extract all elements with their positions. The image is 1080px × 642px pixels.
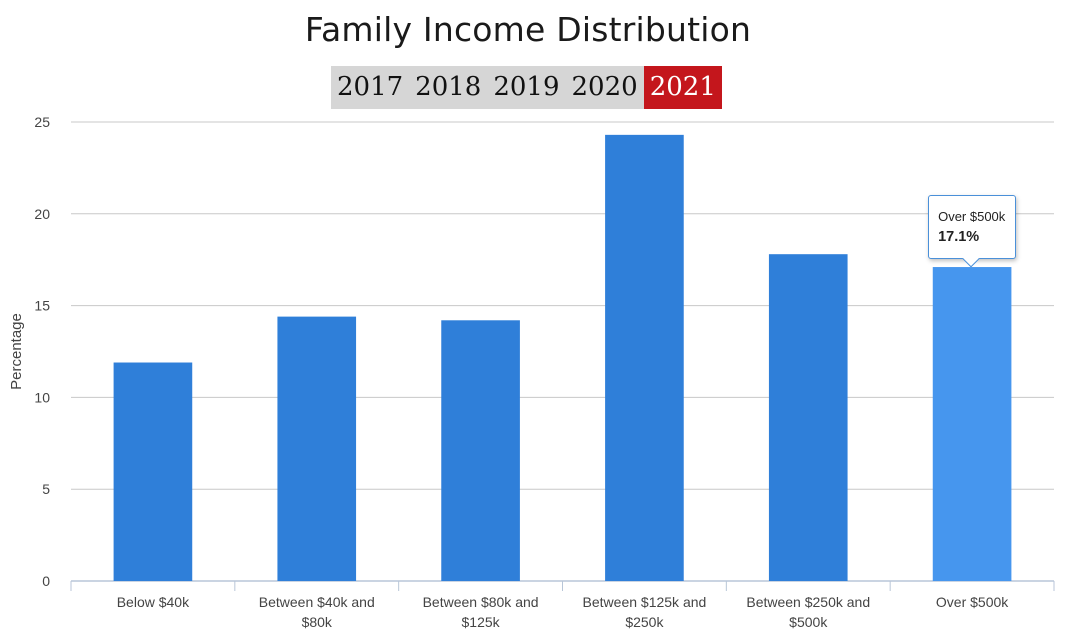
x-tick-label: $80k bbox=[302, 614, 333, 630]
tab-2019[interactable]: 2019 bbox=[493, 72, 560, 102]
x-tick-label: Over $500k bbox=[936, 594, 1009, 610]
x-tick-label: Between $250k and bbox=[746, 594, 870, 610]
x-tick-label: Between $40k and bbox=[259, 594, 375, 610]
tooltip-value: 17.1% bbox=[938, 229, 980, 246]
tab-2020[interactable]: 2020 bbox=[571, 72, 638, 102]
tab-2021[interactable]: 2021 bbox=[643, 66, 722, 109]
tab-2018[interactable]: 2018 bbox=[415, 72, 482, 102]
y-tick-label: 20 bbox=[34, 206, 50, 222]
y-tick-label: 15 bbox=[34, 298, 50, 314]
chart-title: Family Income Distribution bbox=[304, 10, 752, 49]
x-tick-label: Below $40k bbox=[117, 594, 190, 610]
x-tick-label: $500k bbox=[789, 614, 828, 630]
tab-2017[interactable]: 2017 bbox=[337, 72, 404, 102]
bar-1 bbox=[113, 362, 193, 581]
x-tick-label: Between $125k and bbox=[583, 594, 707, 610]
tooltip-label: Over $500k bbox=[938, 209, 1006, 225]
bar-2 bbox=[277, 316, 357, 581]
bar-6 bbox=[932, 267, 1012, 581]
bar-5 bbox=[768, 254, 848, 581]
bar-4 bbox=[605, 134, 684, 582]
x-tick-label: $250k bbox=[625, 614, 664, 630]
y-tick-label: 25 bbox=[34, 114, 50, 130]
y-tick-label: 10 bbox=[34, 389, 50, 405]
tooltip: Over $500k 17.1% bbox=[928, 195, 1017, 268]
y-tick-label: 5 bbox=[42, 481, 50, 497]
year-tabs: 2017 2018 2019 2020 2021 bbox=[331, 66, 722, 109]
y-axis-title: Percentage bbox=[8, 313, 25, 390]
y-tick-label: 0 bbox=[42, 573, 50, 589]
bar-3 bbox=[441, 320, 520, 581]
x-tick-label: Between $80k and bbox=[423, 594, 539, 610]
x-tick-label: $125k bbox=[462, 614, 501, 630]
